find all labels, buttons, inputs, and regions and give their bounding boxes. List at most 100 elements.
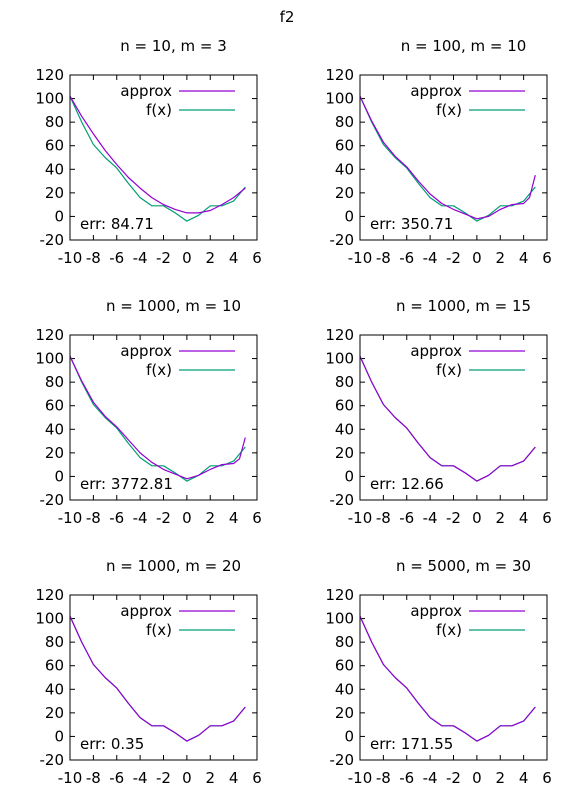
y-tick-label: 100 — [325, 90, 354, 108]
series-line-approx — [359, 615, 536, 742]
x-tick-label: -6 — [109, 509, 124, 527]
x-tick-label: 6 — [542, 509, 552, 527]
error-annotation: err: 12.66 — [370, 475, 444, 493]
y-tick-label: 20 — [45, 184, 64, 202]
y-tick-label: 0 — [344, 727, 354, 745]
y-tick-label: 100 — [35, 610, 64, 628]
panel-title: n = 5000, m = 30 — [396, 557, 531, 575]
x-tick-label: -4 — [133, 509, 148, 527]
y-tick-label: 60 — [45, 657, 64, 675]
error-annotation: err: 350.71 — [370, 215, 453, 233]
y-tick-label: 0 — [344, 467, 354, 485]
x-tick-label: -10 — [58, 769, 83, 787]
panel-title: n = 10, m = 3 — [120, 37, 227, 55]
y-tick-label: 60 — [335, 657, 354, 675]
legend-label: f(x) — [146, 621, 172, 639]
y-tick-label: -20 — [40, 231, 65, 249]
x-tick-label: -8 — [86, 509, 101, 527]
y-tick-label: 0 — [344, 207, 354, 225]
panel-title: n = 1000, m = 15 — [396, 297, 531, 315]
x-tick-label: -2 — [446, 769, 461, 787]
y-tick-label: 0 — [54, 467, 64, 485]
x-tick-label: 2 — [495, 249, 505, 267]
plot-frame — [69, 334, 258, 501]
legend-label: f(x) — [436, 361, 462, 379]
x-tick-label: -2 — [156, 769, 171, 787]
legend-label: approx — [410, 342, 462, 360]
legend-label: f(x) — [146, 101, 172, 119]
y-tick-label: 80 — [335, 113, 354, 131]
x-tick-label: -2 — [446, 509, 461, 527]
y-tick-label: 100 — [35, 350, 64, 368]
y-tick-label: 120 — [35, 66, 64, 84]
x-tick-label: 0 — [182, 249, 192, 267]
y-tick-label: 100 — [35, 90, 64, 108]
x-tick-label: -8 — [86, 249, 101, 267]
x-tick-label: -8 — [376, 249, 391, 267]
y-tick-label: 20 — [335, 704, 354, 722]
y-tick-label: 100 — [325, 350, 354, 368]
y-tick-label: 120 — [35, 586, 64, 604]
legend-label: approx — [120, 602, 172, 620]
x-tick-label: 2 — [205, 249, 215, 267]
figure-title: f2 — [280, 8, 295, 26]
x-tick-label: 0 — [182, 509, 192, 527]
y-tick-label: -20 — [330, 231, 355, 249]
y-tick-label: 0 — [54, 207, 64, 225]
x-tick-label: 6 — [252, 249, 262, 267]
y-tick-label: 40 — [335, 420, 354, 438]
panel-title: n = 100, m = 10 — [401, 37, 527, 55]
x-tick-label: 4 — [229, 769, 239, 787]
x-tick-label: -2 — [156, 249, 171, 267]
x-tick-label: 6 — [252, 509, 262, 527]
x-tick-label: -10 — [58, 249, 83, 267]
series-line-approx — [69, 355, 246, 480]
panel-title: n = 1000, m = 10 — [106, 297, 241, 315]
legend-label: f(x) — [436, 101, 462, 119]
y-tick-label: 120 — [325, 586, 354, 604]
series-line-approx — [69, 615, 246, 742]
x-tick-label: 0 — [472, 249, 482, 267]
y-tick-label: 120 — [325, 326, 354, 344]
x-tick-label: -2 — [446, 249, 461, 267]
x-tick-label: 2 — [495, 509, 505, 527]
x-tick-label: -4 — [133, 769, 148, 787]
y-tick-label: 20 — [45, 444, 64, 462]
x-tick-label: -6 — [399, 509, 414, 527]
error-annotation: err: 3772.81 — [80, 475, 173, 493]
y-tick-label: 80 — [45, 373, 64, 391]
y-tick-label: 20 — [335, 444, 354, 462]
y-tick-label: -20 — [330, 751, 355, 769]
legend-label: approx — [120, 342, 172, 360]
x-tick-label: 0 — [472, 769, 482, 787]
x-tick-label: -6 — [399, 769, 414, 787]
y-tick-label: 100 — [325, 610, 354, 628]
x-tick-label: -2 — [156, 509, 171, 527]
x-tick-label: -4 — [423, 769, 438, 787]
error-annotation: err: 84.71 — [80, 215, 154, 233]
x-tick-label: -4 — [423, 249, 438, 267]
error-annotation: err: 171.55 — [370, 735, 453, 753]
legend-label: f(x) — [146, 361, 172, 379]
plot-frame — [69, 594, 258, 761]
plot-frame — [69, 74, 258, 241]
x-tick-label: -10 — [348, 769, 373, 787]
y-tick-label: 120 — [325, 66, 354, 84]
y-tick-label: 80 — [45, 633, 64, 651]
legend-label: f(x) — [436, 621, 462, 639]
x-tick-label: 6 — [542, 769, 552, 787]
legend-label: approx — [410, 82, 462, 100]
series-line-approx — [69, 95, 246, 214]
y-tick-label: 80 — [45, 113, 64, 131]
x-tick-label: 0 — [182, 769, 192, 787]
y-tick-label: -20 — [40, 491, 65, 509]
x-tick-label: -8 — [376, 769, 391, 787]
series-line-approx — [359, 355, 536, 482]
y-tick-label: 60 — [45, 397, 64, 415]
